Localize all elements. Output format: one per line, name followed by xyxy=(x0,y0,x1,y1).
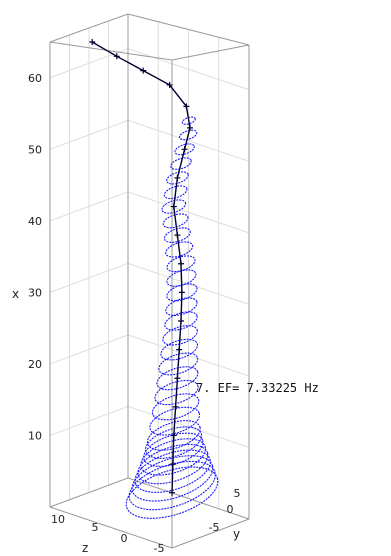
box-edge-10 xyxy=(127,477,250,520)
ring-19 xyxy=(166,269,197,287)
centerline-marker-0 xyxy=(169,489,175,496)
x-tick-label-1: 20 xyxy=(28,358,42,371)
ring-12 xyxy=(156,366,199,391)
ring-2 xyxy=(131,455,214,502)
ring-7 xyxy=(145,426,203,459)
ring-24 xyxy=(161,199,187,214)
ring-26 xyxy=(166,171,189,185)
centerline-marker-16 xyxy=(140,67,147,74)
centerline-marker-14 xyxy=(183,103,190,110)
ring-0 xyxy=(125,466,219,519)
ring-29 xyxy=(179,129,198,141)
ring-20 xyxy=(166,255,196,273)
centerline-marker-15 xyxy=(166,81,173,88)
ring-4 xyxy=(137,443,209,485)
x-tick-label-0: 10 xyxy=(28,429,42,442)
x-tick-label-4: 50 xyxy=(28,143,42,156)
ring-6 xyxy=(143,432,204,467)
ring-14 xyxy=(160,338,199,361)
ring-5 xyxy=(140,438,206,476)
z-tick-label-1: 5 xyxy=(92,521,99,534)
z-axis-label: z xyxy=(82,541,88,555)
centerline-marker-3 xyxy=(172,403,179,410)
ring-10 xyxy=(151,393,200,421)
centerline-marker-2 xyxy=(170,432,177,439)
z-tick-label-0: 10 xyxy=(51,513,65,526)
box-edge-0 xyxy=(49,13,129,43)
y-axis-label: y xyxy=(233,527,240,541)
centerline-marker-12 xyxy=(181,146,188,153)
centerline-marker-18 xyxy=(89,39,96,45)
x-tick-label-2: 30 xyxy=(28,286,42,299)
bounding-box xyxy=(49,13,250,549)
centerline-marker-13 xyxy=(187,124,193,131)
centerline-marker-11 xyxy=(174,174,181,181)
ring-15 xyxy=(162,325,198,346)
ring-8 xyxy=(146,420,201,451)
centerline-marker-6 xyxy=(178,318,184,324)
centerline-series xyxy=(89,39,193,496)
centerline-marker-5 xyxy=(176,346,183,353)
ring-13 xyxy=(158,352,199,376)
z-tick-label-2: 0 xyxy=(121,532,128,545)
ring-22 xyxy=(163,227,191,243)
ring-series xyxy=(125,116,219,519)
centerline-marker-9 xyxy=(174,232,181,239)
centerline-marker-4 xyxy=(174,375,181,382)
x-axis-label: x xyxy=(12,287,19,301)
ring-9 xyxy=(149,406,201,436)
box-edge-1 xyxy=(127,13,250,46)
ring-21 xyxy=(165,241,194,258)
ring-3 xyxy=(134,449,211,493)
ring-23 xyxy=(162,213,189,229)
centerline-marker-10 xyxy=(170,203,177,210)
ring-16 xyxy=(164,311,198,331)
z-tick-label-3: -5 xyxy=(154,542,165,555)
ring-17 xyxy=(165,297,198,316)
centerline-marker-1 xyxy=(169,461,176,468)
box-edge-9 xyxy=(171,518,250,549)
centerline-marker-17 xyxy=(113,53,120,60)
box-edge-2 xyxy=(171,44,250,61)
ring-28 xyxy=(174,143,195,156)
centerline-marker-7 xyxy=(178,289,185,296)
centerline-marker-8 xyxy=(178,260,184,267)
box-edge-11 xyxy=(49,477,129,508)
x-tick-label-5: 60 xyxy=(28,72,42,85)
y-tick-label-2: -5 xyxy=(209,521,220,534)
ring-11 xyxy=(154,379,199,406)
mode-annotation: 7. EF= 7.33225 Hz xyxy=(196,381,319,395)
box-edge-8 xyxy=(49,506,173,549)
box-edge-3 xyxy=(49,41,173,61)
y-tick-label-0: 5 xyxy=(234,487,241,500)
ring-25 xyxy=(163,185,188,200)
x-tick-label-3: 40 xyxy=(28,215,42,228)
y-tick-label-1: 0 xyxy=(227,503,234,516)
